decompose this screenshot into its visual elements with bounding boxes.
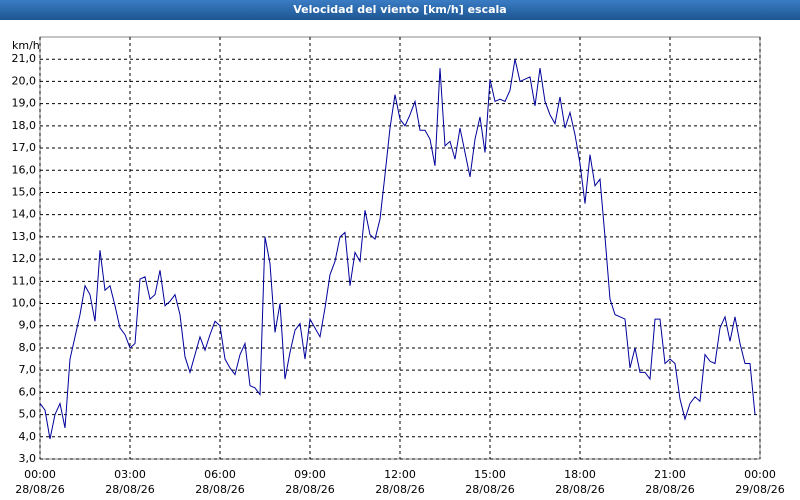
y-tick-label: 21,0 <box>12 52 37 65</box>
y-tick-label: 20,0 <box>12 74 37 87</box>
y-tick-label: 17,0 <box>12 141 37 154</box>
x-tick-date: 28/08/26 <box>645 483 694 496</box>
y-tick-label: 3,0 <box>19 452 37 465</box>
y-tick-label: 13,0 <box>12 230 37 243</box>
x-tick-label: 09:00 <box>294 468 326 481</box>
x-tick-date: 28/08/26 <box>285 483 334 496</box>
y-tick-label: 18,0 <box>12 119 37 132</box>
y-tick-label: 4,0 <box>19 430 37 443</box>
x-tick-date: 29/08/26 <box>735 483 784 496</box>
x-tick-label: 00:00 <box>744 468 776 481</box>
x-tick-label: 21:00 <box>654 468 686 481</box>
y-axis-label: km/h <box>12 39 40 52</box>
title-bar <box>0 0 800 20</box>
x-tick-label: 15:00 <box>474 468 506 481</box>
y-tick-label: 9,0 <box>19 319 37 332</box>
y-tick-label: 15,0 <box>12 185 37 198</box>
y-tick-label: 12,0 <box>12 252 37 265</box>
x-tick-date: 28/08/26 <box>195 483 244 496</box>
y-tick-label: 8,0 <box>19 341 37 354</box>
chart-title: Velocidad del viento [km/h] escala <box>293 3 506 16</box>
y-tick-label: 6,0 <box>19 385 37 398</box>
x-tick-label: 00:00 <box>24 468 56 481</box>
x-tick-label: 06:00 <box>204 468 236 481</box>
y-tick-label: 10,0 <box>12 297 37 310</box>
y-tick-label: 11,0 <box>12 274 37 287</box>
x-tick-label: 18:00 <box>564 468 596 481</box>
y-tick-label: 19,0 <box>12 97 37 110</box>
x-tick-date: 28/08/26 <box>555 483 604 496</box>
y-tick-label: 5,0 <box>19 408 37 421</box>
data-line <box>39 59 756 440</box>
y-tick-label: 16,0 <box>12 163 37 176</box>
x-tick-date: 28/08/26 <box>15 483 64 496</box>
x-tick-date: 28/08/26 <box>375 483 424 496</box>
y-tick-label: 7,0 <box>19 363 37 376</box>
x-tick-label: 12:00 <box>384 468 416 481</box>
y-tick-label: 14,0 <box>12 208 37 221</box>
x-tick-date: 28/08/26 <box>465 483 514 496</box>
x-tick-label: 03:00 <box>114 468 146 481</box>
x-tick-date: 28/08/26 <box>105 483 154 496</box>
